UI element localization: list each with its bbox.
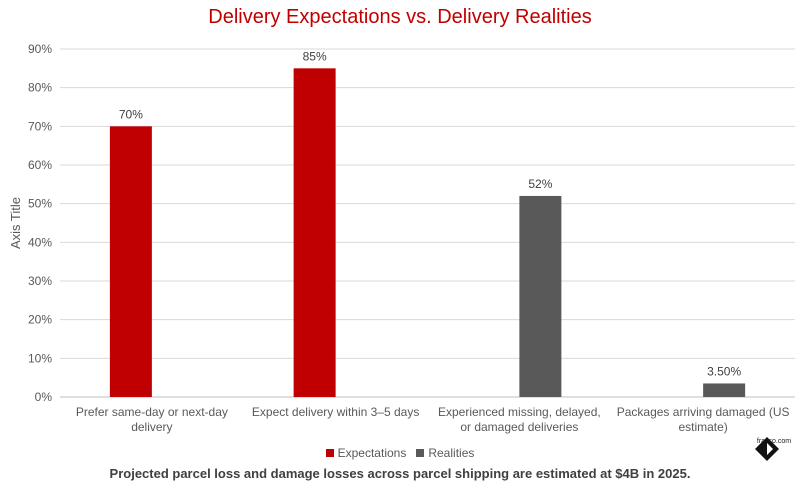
category-label: delivery: [131, 420, 172, 434]
y-tick-label: 0%: [35, 390, 53, 404]
brand-text: frasco.com: [756, 438, 792, 445]
brand-logo-icon: [755, 437, 779, 461]
y-tick-label: 40%: [28, 235, 52, 249]
data-label: 52%: [528, 177, 552, 191]
legend-label-expectations: Expectations: [337, 446, 407, 460]
data-label: 3.50%: [707, 364, 741, 378]
y-tick-label: 30%: [28, 274, 52, 288]
bar-expectations: [109, 126, 152, 397]
y-tick-label: 10%: [28, 351, 52, 365]
category-label: Experienced missing, delayed,: [438, 405, 601, 419]
y-tick-label: 60%: [28, 158, 52, 172]
bar-realities: [703, 383, 746, 397]
footnote: Projected parcel loss and damage losses …: [109, 466, 691, 481]
category-label: or damaged deliveries: [460, 420, 578, 434]
category-label: Prefer same-day or next-day: [76, 405, 228, 419]
y-axis-title: Axis Title: [8, 197, 23, 249]
brand-logo: frasco.com: [754, 436, 794, 461]
chart-title: Delivery Expectations vs. Delivery Reali…: [208, 6, 592, 28]
legend: Expectations Realities: [0, 446, 800, 460]
legend-swatch-expectations: [325, 449, 334, 457]
category-label: Expect delivery within 3–5 days: [252, 405, 419, 419]
data-label: 85%: [303, 49, 327, 63]
y-tick-label: 50%: [28, 197, 52, 211]
category-label: Packages arriving damaged (US: [617, 405, 790, 419]
category-label: estimate): [678, 420, 727, 434]
bar-chart: 0% 10% 20% 30% 40% 50% 60% 70% 80% 90% Axis Title 7…: [8, 42, 795, 434]
legend-swatch-realities: [416, 449, 425, 457]
legend-label-realities: Realities: [428, 446, 475, 460]
legend-item-expectations: Expectations: [325, 446, 407, 460]
bar-realities: [519, 195, 562, 397]
data-label: 70%: [119, 107, 143, 121]
legend-item-realities: Realities: [416, 446, 474, 460]
y-tick-label: 80%: [28, 81, 52, 95]
bar-expectations: [293, 68, 336, 397]
y-tick-label: 70%: [28, 119, 52, 133]
y-tick-label: 20%: [28, 313, 52, 327]
y-tick-label: 90%: [28, 42, 52, 56]
